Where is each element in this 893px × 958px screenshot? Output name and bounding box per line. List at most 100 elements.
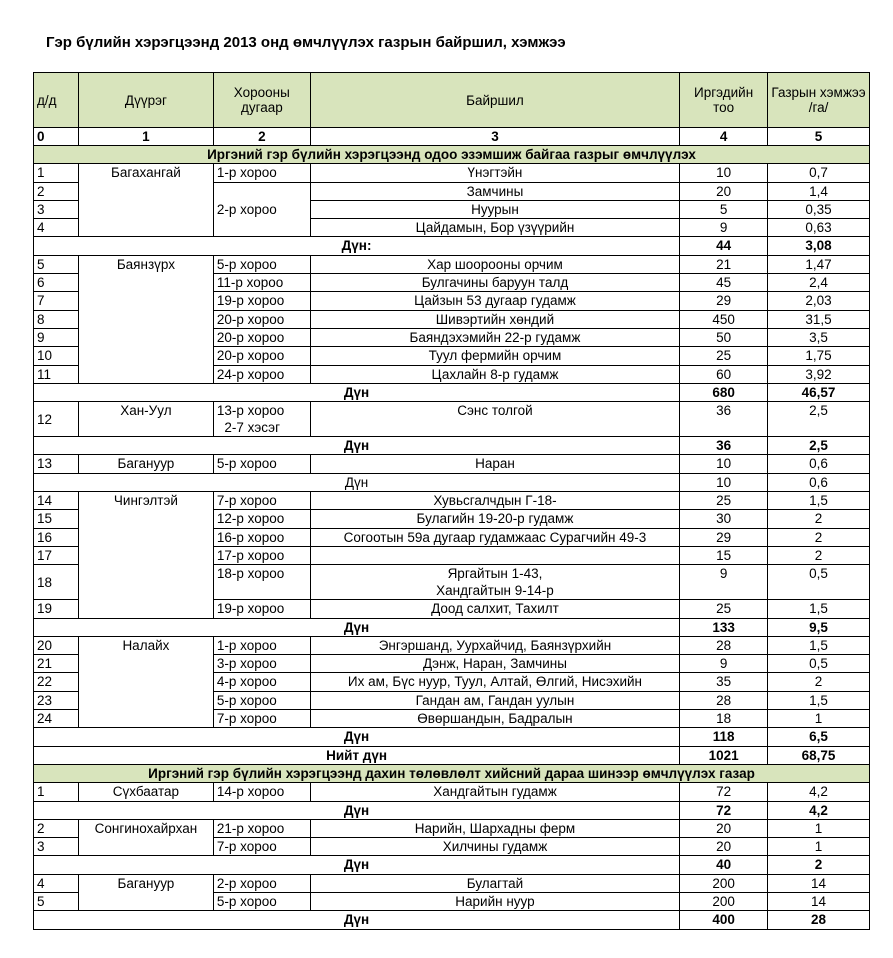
- household-count: 20: [679, 181, 769, 201]
- land-area: 3,5: [767, 327, 870, 348]
- khoroo-cell: 20-р хороо: [212, 309, 311, 329]
- row-number: 17: [33, 545, 79, 566]
- subtotal-count: 44: [679, 236, 769, 256]
- district-cell: Налайх: [77, 635, 214, 729]
- land-area: 1: [767, 818, 870, 839]
- khoroo-cell: 7-р хороо: [212, 709, 311, 729]
- subtotal-label: Дүн: [32, 472, 681, 493]
- row-number: 24: [33, 709, 79, 729]
- subtotal-label: Дүн: [32, 727, 681, 747]
- location-cell: Их ам, Бүс нуур, Туул, Алтай, Өлгий, Нис…: [309, 672, 681, 692]
- household-count: 20: [679, 837, 769, 857]
- subtotal-label: Дүн:: [32, 236, 681, 256]
- column-number-row: 0 1 2 3 4 5: [33, 127, 870, 146]
- row-number: 14: [33, 491, 79, 511]
- household-count: 18: [679, 709, 769, 729]
- row-number: 5: [33, 891, 79, 912]
- land-area: 0,63: [767, 218, 870, 238]
- row-number: 1: [33, 782, 79, 802]
- khoroo-cell: 2-р хороо: [212, 873, 311, 893]
- household-count: 10: [679, 454, 769, 474]
- subtotal-row: Дүн 400 28: [32, 910, 870, 930]
- subtotal-area: 2,5: [767, 436, 870, 456]
- location-cell: Доод салхит, Тахилт: [309, 599, 681, 619]
- row-number: 2: [33, 818, 79, 839]
- khoroo-cell: 13-р хороо 2-7 хэсэг: [212, 401, 311, 438]
- location-cell: Булгачины баруун талд: [309, 273, 681, 293]
- khoroo-cell: 19-р хороо: [212, 599, 311, 619]
- row-number: 2: [33, 181, 79, 201]
- location-cell: Булагийн 19-20-р гудамж: [309, 509, 681, 529]
- khoroo-cell: 7-р хороо: [212, 837, 311, 857]
- household-count: 200: [679, 873, 769, 893]
- khoroo-cell: 5-р хороо: [212, 254, 311, 275]
- row-number: 13: [33, 454, 79, 474]
- row-number: 9: [33, 327, 79, 348]
- land-area: 31,5: [767, 309, 870, 329]
- household-count: 60: [679, 364, 769, 384]
- household-count: 21: [679, 254, 769, 275]
- subtotal-count: 680: [679, 382, 769, 403]
- row-number: 15: [33, 509, 79, 529]
- subtotal-row: Дүн: 44 3,08: [32, 236, 870, 256]
- row-number: 8: [33, 309, 79, 329]
- khoroo-cell: 1-р хороо: [212, 635, 311, 656]
- location-cell: Нуурын: [309, 199, 681, 220]
- khoroo-cell: 4-р хороо: [212, 672, 311, 692]
- header-row: д/д Дүүрэг Хорооны дугаар Байршил Иргэди…: [33, 72, 870, 128]
- row-number: 22: [33, 672, 79, 692]
- row-number: 10: [33, 346, 79, 366]
- land-area: 14: [767, 873, 870, 893]
- table-row: 1 Сүхбаатар 14-р хороо Хандгайтын гудамж 72 4…: [33, 782, 870, 802]
- row-number: 1: [33, 163, 79, 183]
- table-row: 3 Нуурын 5 0,35: [33, 199, 870, 220]
- khoroo-cell: 21-р хороо: [212, 818, 311, 839]
- household-count: 28: [679, 635, 769, 656]
- subtotal-label: Нийт дүн: [32, 745, 681, 765]
- row-number: 18: [33, 564, 79, 601]
- household-count: 30: [679, 509, 769, 529]
- subtotal-count: 10: [679, 472, 769, 493]
- column-number: 2: [212, 127, 311, 146]
- subtotal-label: Дүн: [32, 800, 681, 820]
- land-area: 1,5: [767, 491, 870, 511]
- land-area: 1: [767, 709, 870, 729]
- subtotal-area: 3,08: [767, 236, 870, 256]
- subtotal-label: Дүн: [32, 436, 681, 456]
- household-count: 25: [679, 599, 769, 619]
- household-count: 15: [679, 545, 769, 566]
- subtotal-area: 2: [767, 855, 870, 875]
- subtotal-row: Дүн 118 6,5: [32, 727, 870, 747]
- district-cell: Хан-Уул: [77, 401, 214, 438]
- row-number: 3: [33, 837, 79, 857]
- table-row: 14 Чингэлтэй 7-р хороо Хувьсгалчдын Г-18- 25…: [33, 491, 870, 619]
- district-cell: Баянзүрх: [77, 254, 214, 384]
- location-cell: Гандан ам, Гандан уулын: [309, 690, 681, 711]
- row-number: 6: [33, 273, 79, 293]
- table-row: 16 16-р хороо Согоотын 59а дугаар гудамжаа…: [33, 527, 870, 547]
- subtotal-count: 40: [679, 855, 769, 875]
- land-allocation-table: д/д Дүүрэг Хорооны дугаар Байршил Иргэди…: [32, 72, 870, 930]
- location-cell: Булагтай: [309, 873, 681, 893]
- row-number: 4: [33, 873, 79, 893]
- khoroo-cell: 19-р хороо: [212, 291, 311, 311]
- subtotal-label: Дүн: [32, 617, 681, 637]
- table-row: 7 19-р хороо Цайзын 53 дугаар гудамж 29 2,03: [33, 291, 870, 311]
- land-area: 2,03: [767, 291, 870, 311]
- row-number: 23: [33, 690, 79, 711]
- location-cell: Нарийн нуур: [309, 891, 681, 912]
- column-number: 3: [309, 127, 681, 146]
- subtotal-row: Дүн 133 9,5: [32, 617, 870, 637]
- household-count: 29: [679, 291, 769, 311]
- land-area: 2: [767, 672, 870, 692]
- subtotal-row: Дүн 680 46,57: [32, 382, 870, 403]
- table-row: 20 Налайх 1-р хороо Энгэршанд, Уурхайчид, Б…: [33, 635, 870, 729]
- subtotal-count: 36: [679, 436, 769, 456]
- land-area: 0,7: [767, 163, 870, 183]
- location-cell: [309, 545, 681, 566]
- khoroo-cell: 2-р хороо: [212, 181, 311, 238]
- table-row: 12 Хан-Уул 13-р хороо 2-7 хэсэг Сэнс толгой…: [33, 401, 870, 438]
- table-row: 2 Сонгинохайрхан 21-р хороо Нарийн, Шархадн…: [33, 818, 870, 857]
- location-cell: Хувьсгалчдын Г-18-: [309, 491, 681, 511]
- table-row: 13 Багануур 5-р хороо Наран 10 0,6: [33, 454, 870, 474]
